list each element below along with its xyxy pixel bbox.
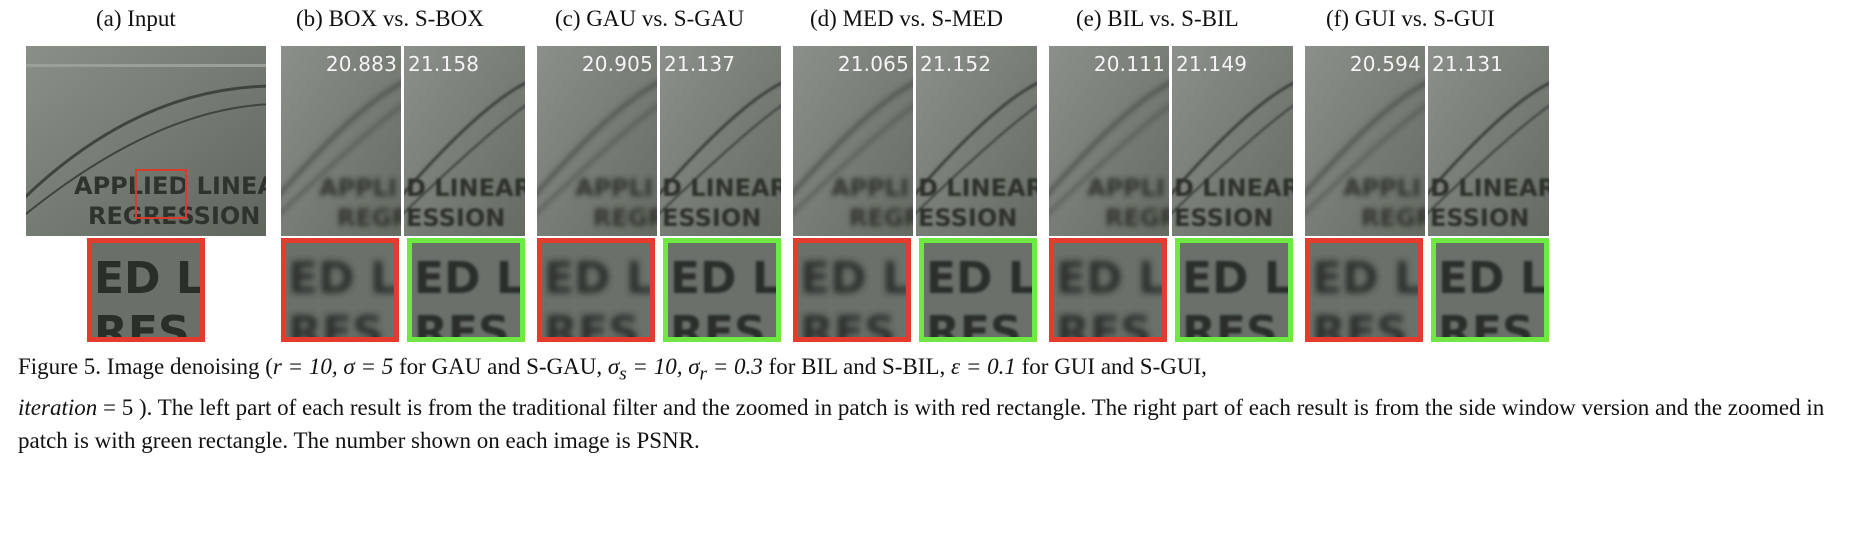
bil-right-psnr: 21.149 <box>1176 52 1248 76</box>
caption-eq3: ε = 0.1 <box>951 354 1016 379</box>
input-image-graphic: APPLIED LINEAR REGRESSION <box>26 46 266 236</box>
caption-eq2-sub: s <box>619 363 627 385</box>
svg-text:RES: RES <box>800 307 896 337</box>
bil-right-zoom-patch: ED L RES <box>1175 238 1293 342</box>
svg-text:RES: RES <box>1056 307 1152 337</box>
bil-left-psnr: 20.111 <box>1093 52 1165 76</box>
panel-title-bil: (e) BIL vs. S-BIL <box>1076 6 1239 31</box>
panel-title-gau: (c) GAU vs. S-GAU <box>555 6 745 31</box>
caption-eq2c: = 0.3 <box>707 354 763 379</box>
svg-text:ED L: ED L <box>1438 253 1544 304</box>
svg-text:D LINEAR: D LINEAR <box>1430 174 1549 202</box>
svg-text:ED L: ED L <box>414 253 520 304</box>
figure-caption: Figure 5. Image denoising (r = 10, σ = 5… <box>18 350 1848 457</box>
input-image: APPLIED LINEAR REGRESSION <box>26 46 266 236</box>
svg-text:ED L: ED L <box>1182 253 1288 304</box>
box-right-zoom-patch: ED L RES <box>407 238 525 342</box>
svg-text:D LINEAR: D LINEAR <box>1174 174 1293 202</box>
bil-left-image: APPLI REGR 20.111 <box>1049 46 1169 236</box>
caption-text3: for GUI and S-GUI, <box>1015 354 1207 379</box>
svg-text:ESSION: ESSION <box>1430 204 1529 232</box>
input-crop-rect <box>135 169 187 219</box>
gau-left-image: APPLI REGR 20.905 <box>537 46 657 236</box>
caption-text4: = 5 ). The left part of each result is f… <box>18 394 1825 453</box>
svg-text:D LINEAR: D LINEAR <box>406 174 525 202</box>
gau-left-psnr: 20.905 <box>581 52 653 76</box>
svg-text:REGR: REGR <box>849 204 913 232</box>
caption-eq1: r = 10, σ = 5 <box>272 354 394 379</box>
gui-left-zoom-patch: ED L RES <box>1305 238 1423 342</box>
input-text-line2: REGRESSION <box>88 202 260 230</box>
svg-text:ESSION: ESSION <box>662 204 761 232</box>
svg-text:ED L: ED L <box>670 253 776 304</box>
svg-text:ED L: ED L <box>800 253 906 304</box>
svg-text:ED L: ED L <box>94 253 200 304</box>
med-left-psnr: 21.065 <box>837 52 909 76</box>
box-left-psnr: 20.883 <box>325 52 397 76</box>
caption-eq2: σ <box>607 354 620 379</box>
svg-text:RES: RES <box>926 307 1022 337</box>
svg-text:ESSION: ESSION <box>1174 204 1273 232</box>
med-left-zoom-patch: ED L RES <box>793 238 911 342</box>
svg-text:REGR: REGR <box>593 204 657 232</box>
svg-text:RES: RES <box>670 307 766 337</box>
svg-text:APPLI: APPLI <box>575 174 653 202</box>
svg-text:RES: RES <box>414 307 510 337</box>
svg-text:REGR: REGR <box>337 204 401 232</box>
med-right-psnr: 21.152 <box>920 52 992 76</box>
gau-right-image: D LINEAR ESSION 21.137 <box>660 46 781 236</box>
svg-text:APPLI: APPLI <box>1343 174 1421 202</box>
caption-eq4: iteration <box>18 394 98 420</box>
caption-lead: Figure 5. Image denoising ( <box>18 354 273 379</box>
panel-title-gui: (f) GUI vs. S-GUI <box>1326 6 1495 31</box>
caption-text2: for BIL and S-BIL, <box>762 354 952 379</box>
gui-left-psnr: 20.594 <box>1349 52 1421 76</box>
panel-title-med: (d) MED vs. S-MED <box>810 6 1003 31</box>
caption-eq2b-sub: r <box>699 363 708 385</box>
svg-text:RES: RES <box>1312 307 1408 337</box>
panel-title-box: (b) BOX vs. S-BOX <box>296 6 484 31</box>
svg-text:RES: RES <box>544 307 640 337</box>
svg-text:ESSION: ESSION <box>406 204 505 232</box>
svg-text:ESSION: ESSION <box>918 204 1017 232</box>
svg-text:D LINEAR: D LINEAR <box>918 174 1037 202</box>
panel-title-input: (a) Input <box>96 6 176 31</box>
svg-text:RES: RES <box>1182 307 1278 337</box>
box-left-image: APPLI REGR 20.883 <box>281 46 401 236</box>
svg-text:RES: RES <box>94 307 190 337</box>
bil-left-zoom-patch: ED L RES <box>1049 238 1167 342</box>
gau-left-zoom-patch: ED L RES <box>537 238 655 342</box>
svg-text:ED L: ED L <box>1056 253 1162 304</box>
gui-right-image: D LINEAR ESSION 21.131 <box>1428 46 1549 236</box>
med-right-zoom-patch: ED L RES <box>919 238 1037 342</box>
gau-right-zoom-patch: ED L RES <box>663 238 781 342</box>
box-right-image: D LINEAR ESSION 21.158 <box>404 46 525 236</box>
svg-text:APPLI: APPLI <box>319 174 397 202</box>
svg-text:ED L: ED L <box>1312 253 1418 304</box>
svg-text:ED L: ED L <box>288 253 394 304</box>
svg-text:D LINEAR: D LINEAR <box>662 174 781 202</box>
caption-text1: for GAU and S-GAU, <box>393 354 608 379</box>
med-left-image: APPLI REGR 21.065 <box>793 46 913 236</box>
input-text-line1: APPLIED LINEAR <box>74 172 266 200</box>
input-zoom-patch: ED L RES <box>87 238 205 342</box>
gui-right-psnr: 21.131 <box>1432 52 1504 76</box>
svg-text:REGR: REGR <box>1105 204 1169 232</box>
box-right-psnr: 21.158 <box>408 52 480 76</box>
svg-text:RES: RES <box>288 307 384 337</box>
svg-text:REGR: REGR <box>1361 204 1425 232</box>
svg-text:APPLI: APPLI <box>1087 174 1165 202</box>
svg-text:APPLI: APPLI <box>831 174 909 202</box>
box-left-zoom-patch: ED L RES <box>281 238 399 342</box>
svg-text:ED L: ED L <box>544 253 650 304</box>
svg-text:RES: RES <box>1438 307 1534 337</box>
caption-eq2b: = 10, σ <box>626 354 700 379</box>
gui-right-zoom-patch: ED L RES <box>1431 238 1549 342</box>
gau-right-psnr: 21.137 <box>664 52 736 76</box>
med-right-image: D LINEAR ESSION 21.152 <box>916 46 1037 236</box>
bil-right-image: D LINEAR ESSION 21.149 <box>1172 46 1293 236</box>
svg-text:ED L: ED L <box>926 253 1032 304</box>
gui-left-image: APPLI REGR 20.594 <box>1305 46 1425 236</box>
